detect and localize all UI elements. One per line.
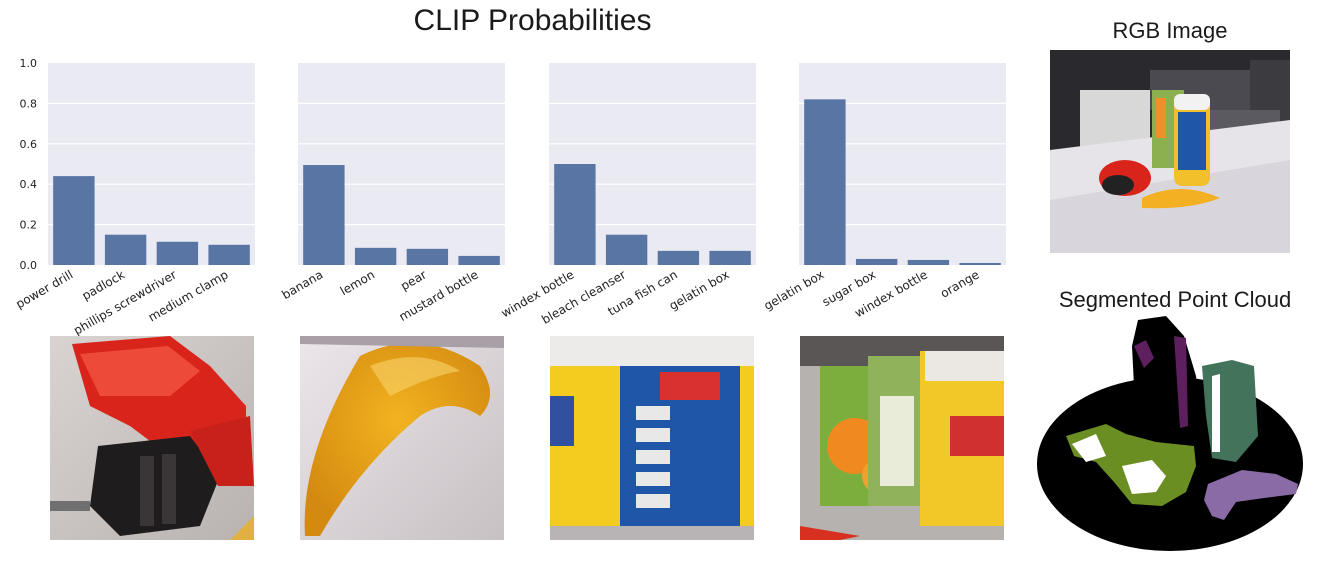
windex-bottle-crop: [550, 336, 754, 540]
chart-title: CLIP Probabilities: [413, 4, 652, 37]
bar: [709, 250, 751, 265]
bar: [156, 241, 199, 265]
y-tick-label: 0.2: [20, 219, 38, 232]
bar: [303, 165, 345, 265]
x-tick-label: gelatin box: [761, 267, 826, 313]
y-tick-label: 0.4: [20, 178, 38, 191]
bar: [907, 259, 950, 265]
bar: [406, 248, 449, 265]
gelatin-box-crop: [800, 336, 1004, 540]
bar: [458, 255, 500, 265]
x-tick-label: pear: [398, 267, 429, 293]
bar: [804, 99, 846, 265]
x-tick-label: lemon: [338, 267, 377, 298]
bar: [605, 234, 648, 265]
segmented-point-cloud: [1036, 316, 1304, 552]
y-tick-label: 0.6: [20, 138, 38, 151]
y-tick-label: 0.0: [20, 259, 38, 272]
x-tick-label: orange: [938, 267, 982, 300]
bar: [554, 164, 596, 265]
power-drill-crop: [50, 336, 254, 540]
bar: [354, 247, 397, 265]
bar: [53, 176, 95, 265]
bar: [657, 250, 700, 265]
y-tick-label: 1.0: [20, 57, 38, 70]
bar: [104, 234, 147, 265]
rgb-image: [1050, 50, 1290, 253]
bar: [855, 258, 898, 265]
x-tick-label: banana: [279, 267, 325, 302]
rgb-image-title: RGB Image: [1112, 18, 1228, 43]
x-tick-label: power drill: [13, 267, 75, 311]
y-tick-label: 0.8: [20, 97, 38, 110]
banana-crop: [300, 336, 504, 540]
bar: [959, 262, 1001, 265]
point-cloud-title: Segmented Point Cloud: [1058, 287, 1292, 312]
bar: [208, 244, 250, 265]
